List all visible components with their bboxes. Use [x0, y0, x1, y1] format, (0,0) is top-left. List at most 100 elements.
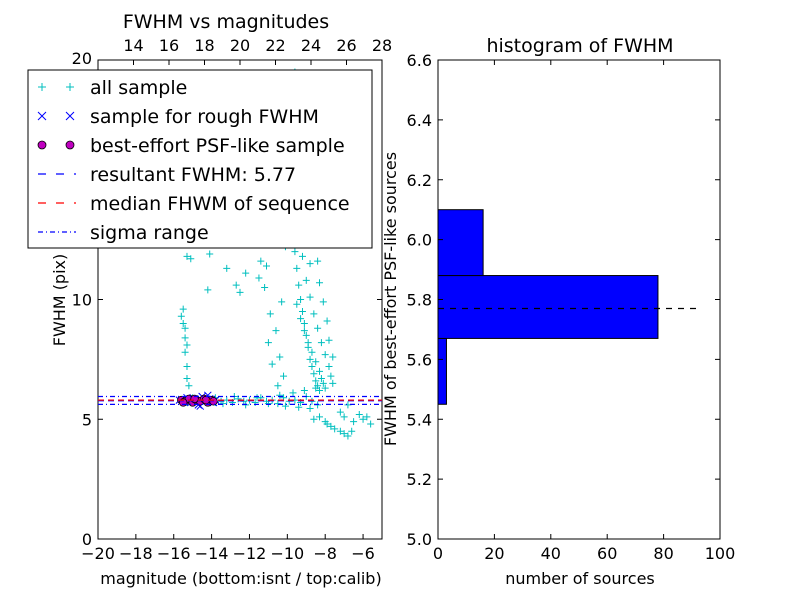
all-sample-point — [310, 310, 318, 318]
all-sample-point — [310, 370, 318, 378]
right-y-tick-label: 5.8 — [407, 291, 432, 310]
all-sample-point — [321, 384, 329, 392]
all-sample-point — [253, 394, 261, 402]
all-sample-point — [264, 339, 272, 347]
all-sample-point — [310, 415, 318, 423]
all-sample-point — [323, 420, 331, 428]
right-y-tick-label: 5.2 — [407, 470, 432, 489]
all-sample-point — [336, 427, 344, 435]
all-sample-point — [319, 379, 327, 387]
right-x-tick-label: 80 — [653, 544, 673, 563]
right-title: histogram of FWHM — [486, 35, 673, 57]
all-sample-point — [187, 255, 195, 263]
all-sample-point — [306, 355, 314, 363]
all-sample-point — [348, 427, 356, 435]
all-sample-point — [321, 351, 329, 359]
left-x-tick-label: −12 — [233, 544, 267, 563]
legend-label: sample for rough FWHM — [90, 106, 319, 128]
all-sample-point — [177, 312, 185, 320]
all-sample-point — [242, 269, 250, 277]
legend-label: resultant FWHM: 5.77 — [90, 164, 296, 186]
right-x-tick-label: 20 — [484, 544, 504, 563]
all-sample-point — [304, 339, 312, 347]
all-sample-point — [183, 363, 191, 371]
all-sample-point — [179, 305, 187, 313]
right-x-tick-label: 60 — [597, 544, 617, 563]
left-x-tick-label: −20 — [81, 544, 115, 563]
all-sample-point — [223, 264, 231, 272]
all-sample-point — [359, 415, 367, 423]
legend-label: best-effort PSF-like sample — [90, 135, 345, 157]
all-sample-point — [317, 375, 325, 383]
all-sample-point — [204, 286, 212, 294]
all-sample-point — [316, 279, 324, 287]
legend-circle-marker — [37, 140, 47, 150]
all-sample-point — [316, 413, 324, 421]
all-sample-point — [323, 317, 331, 325]
all-sample-point — [263, 262, 271, 270]
right-y-tick-label: 5.0 — [407, 530, 432, 549]
legend-entry: best-effort PSF-like sample — [37, 135, 345, 157]
legend-plus-marker — [66, 83, 74, 91]
all-sample-point — [274, 400, 282, 408]
left-x-tick-label: −14 — [195, 544, 229, 563]
all-sample-point — [276, 353, 284, 361]
all-sample-point — [268, 360, 276, 368]
all-sample-point — [257, 257, 265, 265]
all-sample-point — [340, 430, 348, 438]
top-x-tick-label: 14 — [123, 36, 143, 55]
left-x-tick-label: −6 — [351, 544, 375, 563]
all-sample-point — [329, 353, 337, 361]
legend-x-marker — [65, 111, 75, 121]
all-sample-point — [355, 410, 363, 418]
all-sample-point — [300, 319, 308, 327]
right-y-label: FWHM of best-effort PSF-like sources — [381, 152, 400, 446]
all-sample-point — [261, 284, 269, 292]
legend-entry: sigma range — [38, 222, 209, 244]
all-sample-point — [306, 293, 314, 301]
left-y-tick-label: 5 — [82, 410, 92, 429]
left-x-label: magnitude (bottom:isnt / top:calib) — [100, 569, 381, 588]
right-x-tick-label: 0 — [433, 544, 443, 563]
fwhm-vs-magnitudes-plot: −20 −18 −16 −14 −12 −10 −8 −6 0 5 10 14 16 18 20 22 24 26… — [27, 11, 392, 588]
histogram-bar — [437, 337, 447, 405]
all-sample-point — [300, 327, 308, 335]
legend-x-marker — [37, 111, 47, 121]
all-sample-point — [325, 363, 333, 371]
all-sample-point — [179, 319, 187, 327]
legend-plus-marker — [38, 83, 46, 91]
right-y-tick-label: 5.6 — [407, 350, 432, 369]
left-title: FWHM vs magnitudes — [123, 11, 329, 33]
top-x-tick-label: 24 — [301, 36, 321, 55]
histogram-bar — [437, 209, 484, 277]
all-sample-point — [327, 372, 335, 380]
all-sample-point — [319, 298, 327, 306]
right-ticks: 0 20 40 60 80 100 5.0 5.2 5.4 5.6 5.8 6.0 6.2 6.4 6.6 — [407, 51, 736, 563]
legend-label: sigma range — [90, 222, 209, 244]
top-x-tick-label: 22 — [265, 36, 285, 55]
legend-label: median FHWM of sequence — [90, 193, 350, 215]
all-sample-point — [367, 420, 375, 428]
left-x-tick-label: −16 — [157, 544, 191, 563]
all-sample-point — [308, 348, 316, 356]
left-y-tick-label: 0 — [82, 530, 92, 549]
right-x-tick-label: 40 — [541, 544, 561, 563]
all-sample-point — [183, 341, 191, 349]
left-x-tick-label: −8 — [313, 544, 337, 563]
right-x-tick-label: 100 — [705, 544, 736, 563]
all-sample-point — [278, 298, 286, 306]
all-sample-point — [298, 307, 306, 315]
all-sample-point — [300, 387, 308, 395]
right-y-tick-label: 5.4 — [407, 410, 432, 429]
right-x-label: number of sources — [505, 569, 655, 588]
all-sample-point — [350, 418, 358, 426]
left-y-label: FWHM (pix) — [50, 254, 69, 347]
all-sample-point — [266, 310, 274, 318]
all-sample-point — [274, 382, 282, 390]
all-sample-point — [316, 367, 324, 375]
right-y-tick-label: 6.6 — [407, 51, 432, 70]
top-x-tick-label: 16 — [159, 36, 179, 55]
histogram-bar — [437, 275, 659, 339]
all-sample-point — [340, 413, 348, 421]
